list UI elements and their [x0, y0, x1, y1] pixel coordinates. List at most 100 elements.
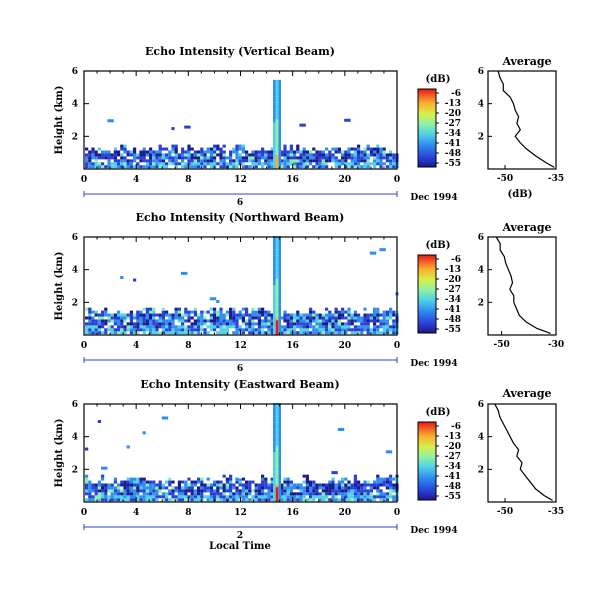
colorbar-label: -55: [445, 159, 461, 169]
colorbar-label: -27: [445, 285, 461, 295]
average-y-tick-label: 4: [478, 100, 484, 110]
heatmap-title: Echo Intensity (Northward Beam): [136, 211, 345, 224]
average-y-tick-label: 2: [478, 132, 484, 142]
x-tick-label: 0: [394, 508, 400, 518]
y-tick-label: 4: [72, 100, 78, 110]
date-label: Dec 1994: [410, 193, 457, 203]
colorbar-label: -27: [445, 119, 461, 129]
heatmap-cells: [85, 118, 399, 169]
average-frame: [487, 236, 557, 336]
x-tick-label: 0: [81, 341, 87, 351]
colorbar-label: -55: [445, 492, 461, 502]
x-tick-label: 0: [81, 508, 87, 518]
x-tick-label: 20: [339, 508, 352, 518]
average-y-tick-label: 2: [478, 465, 484, 475]
colorbar-label: -27: [445, 452, 461, 462]
average-y-tick-label: 4: [478, 433, 484, 443]
colorbar: [417, 254, 437, 334]
colorbar-label: -13: [445, 99, 461, 109]
colorbar-label: -13: [445, 265, 461, 275]
average-title: Average: [501, 221, 551, 234]
average-profile-line: [495, 236, 551, 334]
y-tick-label: 2: [72, 132, 78, 142]
colorbar-label: -55: [445, 325, 461, 335]
convective-column: [273, 236, 282, 335]
y-tick-label: 6: [72, 400, 78, 410]
y-tick-label: 2: [72, 465, 78, 475]
x-tick-label: 20: [339, 341, 352, 351]
colorbar-label: -34: [445, 129, 461, 139]
average-profile-line: [497, 70, 555, 168]
x-tick-label: 4: [133, 175, 139, 185]
x-tick-label: 12: [234, 508, 247, 518]
x-tick-label: 8: [185, 341, 191, 351]
x-tick-label: 0: [81, 175, 87, 185]
average-y-tick-label: 4: [478, 266, 484, 276]
date-label: Dec 1994: [410, 526, 457, 536]
x-tick-label: 12: [234, 175, 247, 185]
colorbar-unit: (dB): [426, 74, 451, 85]
average-x-label: (dB): [508, 189, 533, 200]
heatmap-cells: [85, 248, 399, 335]
colorbar-label: -41: [445, 472, 461, 482]
colorbar-label: -20: [445, 275, 461, 285]
x-tick-label: 0: [394, 175, 400, 185]
day-label: 6: [237, 198, 243, 208]
y-axis-label: Height (km): [54, 252, 65, 321]
y-tick-label: 6: [72, 233, 78, 243]
average-title: Average: [501, 387, 551, 400]
heatmap-cells: [85, 416, 399, 502]
x-tick-label: 16: [286, 508, 299, 518]
date-label: Dec 1994: [410, 359, 457, 369]
average-x-tick-label: -50: [493, 340, 509, 350]
x-tick-label: 12: [234, 341, 247, 351]
x-tick-label: 4: [133, 508, 139, 518]
y-tick-label: 4: [72, 266, 78, 276]
x-tick-label: 4: [133, 341, 139, 351]
average-y-tick-label: 6: [478, 400, 484, 410]
colorbar-label: -6: [451, 255, 461, 265]
colorbar-label: -34: [445, 295, 461, 305]
average-x-tick-label: -50: [497, 174, 513, 184]
colorbar-label: -34: [445, 462, 461, 472]
colorbar-label: -13: [445, 432, 461, 442]
average-profile-line: [494, 403, 553, 501]
x-tick-label: 8: [185, 175, 191, 185]
average-frame: [487, 403, 557, 503]
x-tick-label: 20: [339, 175, 352, 185]
x-tick-label: 16: [286, 175, 299, 185]
average-x-tick-label: -35: [548, 507, 564, 517]
average-x-tick-label: -35: [548, 174, 564, 184]
colorbar-label: -48: [445, 149, 461, 159]
y-axis-label: Height (km): [54, 86, 65, 155]
colorbar-unit: (dB): [426, 240, 451, 251]
y-tick-label: 6: [72, 67, 78, 77]
colorbar-label: -6: [451, 89, 461, 99]
y-tick-label: 2: [72, 298, 78, 308]
day-label: 6: [237, 364, 243, 374]
average-title: Average: [501, 55, 551, 68]
convective-column: [273, 403, 282, 502]
x-axis-label: Local Time: [209, 541, 271, 552]
heatmap-title: Echo Intensity (Eastward Beam): [140, 378, 339, 391]
average-x-tick-label: -30: [548, 340, 564, 350]
x-tick-label: 8: [185, 508, 191, 518]
x-tick-label: 16: [286, 341, 299, 351]
colorbar-label: -20: [445, 109, 461, 119]
average-y-tick-label: 6: [478, 67, 484, 77]
average-y-tick-label: 2: [478, 298, 484, 308]
convective-column: [273, 79, 282, 169]
colorbar: [417, 421, 437, 501]
colorbar-label: -41: [445, 305, 461, 315]
colorbar-label: -48: [445, 482, 461, 492]
colorbar: [417, 88, 437, 168]
colorbar-label: -20: [445, 442, 461, 452]
average-x-tick-label: -50: [497, 507, 513, 517]
heatmap-title: Echo Intensity (Vertical Beam): [145, 45, 335, 58]
y-axis-label: Height (km): [54, 419, 65, 488]
x-tick-label: 0: [394, 341, 400, 351]
